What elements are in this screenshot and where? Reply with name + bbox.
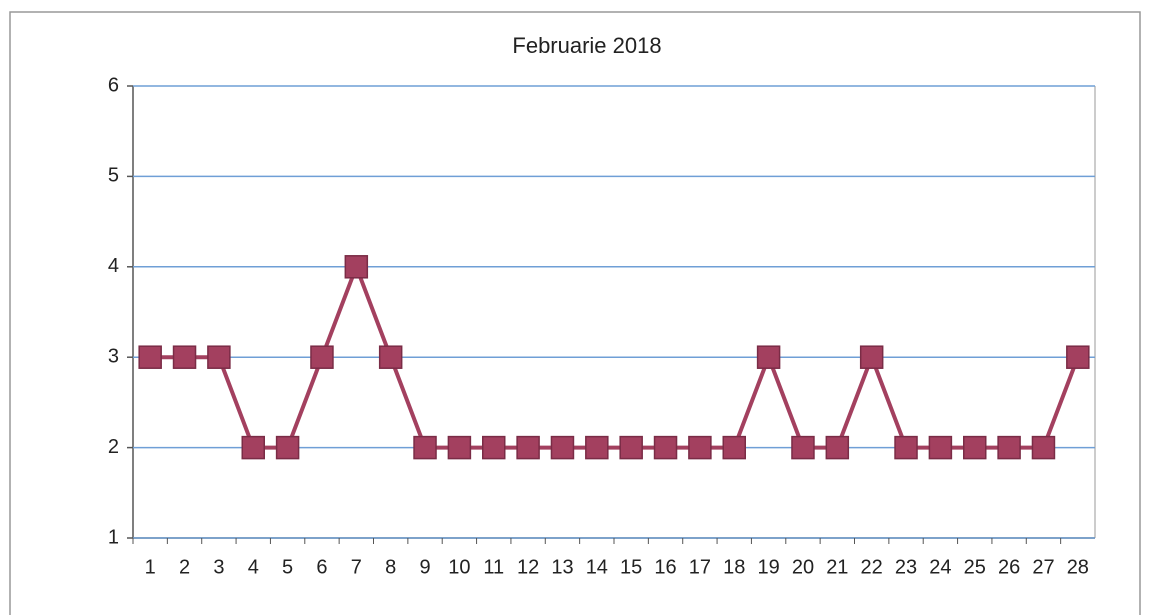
chart-title: Februarie 2018 bbox=[512, 33, 661, 58]
x-tick-label: 17 bbox=[689, 556, 711, 578]
y-tick-label: 6 bbox=[108, 74, 119, 96]
marker bbox=[585, 435, 609, 460]
x-tick-label: 23 bbox=[895, 556, 917, 578]
marker bbox=[619, 435, 643, 460]
marker bbox=[1066, 345, 1090, 369]
marker bbox=[722, 435, 746, 460]
x-tick-label: 4 bbox=[248, 556, 259, 578]
x-tick-label: 14 bbox=[586, 556, 608, 578]
x-tick-label: 19 bbox=[757, 556, 779, 578]
marker bbox=[447, 435, 472, 460]
y-tick-label: 4 bbox=[108, 255, 119, 277]
marker bbox=[997, 435, 1021, 460]
marker bbox=[1031, 435, 1056, 460]
marker bbox=[516, 435, 540, 460]
y-tick-label: 5 bbox=[108, 165, 119, 187]
y-tick-label: 3 bbox=[108, 345, 119, 367]
y-tick-label: 1 bbox=[108, 526, 119, 548]
x-tick-label: 11 bbox=[483, 556, 504, 578]
marker bbox=[241, 435, 265, 460]
x-tick-label: 26 bbox=[998, 556, 1020, 578]
marker bbox=[791, 435, 815, 460]
x-tick-label: 15 bbox=[620, 556, 642, 578]
marker bbox=[550, 435, 575, 460]
x-tick-label: 3 bbox=[213, 556, 224, 578]
marker bbox=[138, 345, 162, 369]
chart-frame bbox=[9, 11, 1141, 615]
x-tick-label: 16 bbox=[654, 556, 676, 578]
marker bbox=[756, 345, 781, 369]
marker bbox=[310, 345, 334, 369]
marker bbox=[825, 435, 850, 460]
x-tick-label: 9 bbox=[419, 556, 430, 578]
marker bbox=[172, 345, 197, 369]
marker bbox=[859, 345, 884, 369]
marker bbox=[928, 435, 953, 460]
marker bbox=[894, 435, 918, 460]
marker bbox=[207, 345, 231, 369]
x-tick-label: 13 bbox=[551, 556, 573, 578]
marker bbox=[963, 435, 987, 460]
series-line bbox=[150, 264, 1080, 450]
marker bbox=[688, 435, 712, 460]
marker bbox=[275, 435, 300, 460]
x-tick-label: 6 bbox=[316, 556, 327, 578]
x-tick-label: 22 bbox=[861, 556, 883, 578]
marker bbox=[378, 345, 403, 369]
x-tick-label: 21 bbox=[826, 556, 848, 578]
x-tick-label: 2 bbox=[179, 556, 190, 578]
x-tick-label: 25 bbox=[964, 556, 986, 578]
marker bbox=[413, 435, 437, 460]
y-tick-label: 2 bbox=[108, 436, 119, 458]
x-tick-label: 8 bbox=[385, 556, 396, 578]
x-tick-label: 12 bbox=[517, 556, 539, 578]
x-tick-label: 28 bbox=[1067, 556, 1089, 578]
x-tick-label: 27 bbox=[1032, 556, 1054, 578]
x-tick-label: 7 bbox=[351, 556, 362, 578]
x-tick-label: 24 bbox=[929, 556, 951, 578]
marker bbox=[344, 255, 369, 279]
marker bbox=[482, 435, 506, 460]
marker bbox=[653, 435, 678, 460]
x-tick-label: 10 bbox=[448, 556, 470, 578]
x-tick-label: 20 bbox=[792, 556, 814, 578]
x-tick-label: 5 bbox=[282, 556, 293, 578]
x-tick-label: 18 bbox=[723, 556, 745, 578]
x-tick-label: 1 bbox=[145, 556, 156, 578]
